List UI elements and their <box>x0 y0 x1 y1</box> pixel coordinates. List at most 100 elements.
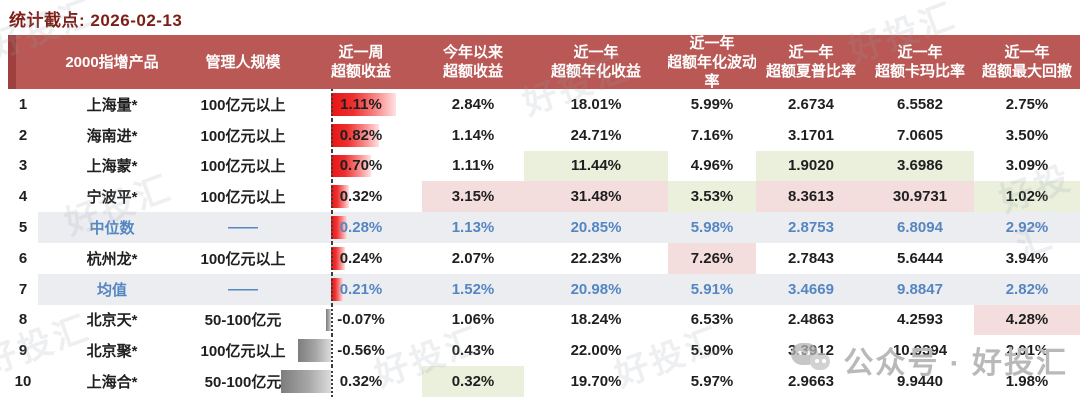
row-index: 8 <box>18 311 28 329</box>
metric-cell: 4.2593 <box>897 311 943 329</box>
metric-cell: 2.9663 <box>788 373 834 391</box>
metric-cell: 3.50% <box>1005 126 1049 144</box>
metric-cell: 3.09% <box>1005 157 1049 175</box>
product-name: 北京天* <box>86 312 138 330</box>
week-excess-value: 0.32% <box>339 373 383 391</box>
week-excess-value: 0.82% <box>339 126 383 144</box>
week-excess-databar <box>330 93 396 116</box>
header-corner-cell <box>8 35 38 89</box>
metric-cell: 1.02% <box>974 181 1080 213</box>
week-excess-cell: 0.70% <box>300 150 422 182</box>
week-excess-cell: 0.32% <box>300 181 422 212</box>
week-excess-databar <box>330 185 350 209</box>
table-row: 10 上海合* 50-100亿元 0.32% 0.32% 19.70% 5.97% 2.966… <box>8 366 1080 397</box>
manager-scale: 100亿元以上 <box>200 127 286 145</box>
header-cell: 近一年 超额年化收益 <box>550 44 641 80</box>
week-excess-databar <box>297 339 331 363</box>
metric-cell: 6.5582 <box>897 95 943 113</box>
metric-cell: 6.8094 <box>897 219 943 237</box>
row-index: 6 <box>18 249 28 267</box>
week-excess-value: 0.32% <box>339 188 383 206</box>
week-excess-cell: 0.21% <box>300 273 422 305</box>
manager-scale: —— <box>228 219 258 237</box>
product-name: 上海量* <box>86 96 138 114</box>
row-index: 10 <box>14 373 32 391</box>
metric-cell: 22.23% <box>570 249 622 267</box>
metric-cell: 1.14% <box>451 126 495 144</box>
metric-cell: 9.8847 <box>897 280 943 298</box>
metric-cell: 11.44% <box>524 150 668 182</box>
manager-scale: 100亿元以上 <box>200 250 286 268</box>
metric-cell: 30.9731 <box>866 181 974 213</box>
week-excess-value: -0.07% <box>337 311 385 329</box>
metric-cell: 3.94% <box>1005 249 1049 267</box>
header-cell: 今年以来 超额收益 <box>442 44 503 80</box>
metric-cell: 1.06% <box>451 311 495 329</box>
table-body: 1 上海量* 100亿元以上 1.11% 2.84% 18.01% 5.99% 2.6734 6… <box>8 89 1080 397</box>
week-excess-databar <box>330 154 372 178</box>
manager-scale: 100亿元以上 <box>200 96 286 114</box>
manager-scale: 100亿元以上 <box>200 343 286 361</box>
metric-cell: 2.92% <box>1005 219 1049 237</box>
header-cell: 近一年 超额夏普比率 <box>765 44 856 80</box>
week-excess-value: -0.56% <box>337 342 385 360</box>
metric-cell: 22.00% <box>570 342 622 360</box>
product-name: 宁波平* <box>86 189 138 207</box>
product-name: 均值 <box>96 281 127 299</box>
table-row: 7 均值 —— 0.21% 1.52% 20.98% 5.91% 3.4669 9.8847 2.… <box>8 273 1080 305</box>
metric-cell: 2.4863 <box>788 311 834 329</box>
metric-cell: 6.53% <box>690 311 734 329</box>
metric-cell: 5.90% <box>690 342 734 360</box>
week-excess-databar <box>280 370 331 393</box>
manager-scale: —— <box>228 280 258 298</box>
data-table: 2000指增产品 管理人规模 近一周 超额收益 今年以来 超额收益 近一年 超额年化收益 近一年… <box>8 35 1080 397</box>
metric-cell: 5.97% <box>690 373 734 391</box>
row-index: 3 <box>18 157 28 175</box>
header-cell: 2000指增产品 <box>65 53 159 71</box>
table-row: 5 中位数 —— 0.28% 1.13% 20.85% 5.98% 2.8753 6.8094 2… <box>8 212 1080 243</box>
table-row: 4 宁波平* 100亿元以上 0.32% 3.15% 31.48% 3.53% 8.3613 3… <box>8 181 1080 213</box>
week-excess-value: 0.28% <box>339 219 383 237</box>
metric-cell: 3.6986 <box>866 150 974 182</box>
week-excess-cell: 0.82% <box>300 119 422 151</box>
metric-cell: 8.3613 <box>756 181 866 213</box>
week-excess-cell: 0.32% <box>280 366 422 397</box>
week-excess-cell: 1.11% <box>300 89 422 120</box>
table-header: 2000指增产品 管理人规模 近一周 超额收益 今年以来 超额收益 近一年 超额年化收益 近一年… <box>8 35 1080 89</box>
manager-scale: 50-100亿元 <box>204 312 282 330</box>
row-index: 5 <box>8 212 38 243</box>
week-excess-value: 0.21% <box>339 280 383 298</box>
manager-scale: 100亿元以上 <box>200 158 286 176</box>
metric-cell: 1.9020 <box>756 150 866 182</box>
metric-cell: 3.3912 <box>788 342 834 360</box>
metric-cell: 2.8753 <box>788 219 834 237</box>
metric-cell: 3.1701 <box>788 126 834 144</box>
product-name: 上海合* <box>86 374 138 392</box>
metric-cell: 24.71% <box>570 126 622 144</box>
week-excess-cell: 0.24% <box>300 242 422 274</box>
metric-cell: 0.43% <box>451 342 495 360</box>
metric-cell: 2.75% <box>1005 95 1049 113</box>
week-excess-cell: 0.28% <box>300 212 422 243</box>
metric-cell: 7.0605 <box>897 126 943 144</box>
metric-cell: 5.98% <box>690 219 734 237</box>
header-cell: 管理人规模 <box>205 53 281 71</box>
week-excess-databar <box>330 216 347 239</box>
metric-cell: 2.01% <box>1005 342 1049 360</box>
week-excess-databar <box>330 277 343 301</box>
table-row: 8 北京天* 50-100亿元 -0.07% 1.06% 18.24% 6.53% 2.486… <box>8 304 1080 336</box>
week-excess-databar <box>330 246 345 270</box>
manager-scale: 50-100亿元 <box>204 374 282 392</box>
product-name: 中位数 <box>89 220 135 238</box>
row-index: 2 <box>18 126 28 144</box>
metric-cell: 18.01% <box>570 95 622 113</box>
week-excess-cell: -0.56% <box>297 335 422 366</box>
week-excess-value: 1.11% <box>340 95 382 113</box>
metric-cell: 18.24% <box>570 311 622 329</box>
metric-cell: 7.26% <box>668 242 756 274</box>
header-cell: 近一周 超额收益 <box>330 44 391 80</box>
metric-cell: 1.98% <box>1005 373 1049 391</box>
product-name: 北京聚* <box>86 343 138 361</box>
week-excess-value: 0.70% <box>339 157 383 175</box>
